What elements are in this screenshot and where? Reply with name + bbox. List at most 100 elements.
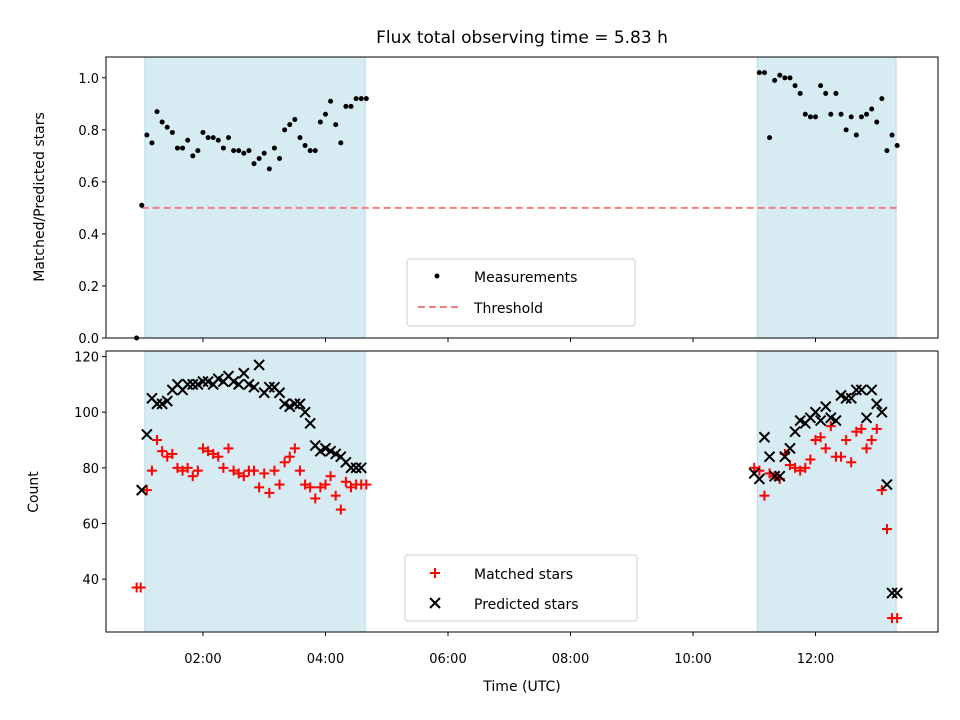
- measurement-point: [277, 155, 283, 161]
- predicted-star-point: [855, 384, 868, 396]
- predicted-star-point: [789, 425, 801, 438]
- matched-star-point: [228, 465, 239, 476]
- measurement-point: [241, 150, 247, 156]
- predicted-star-point: [355, 462, 367, 474]
- measurement-point: [144, 132, 150, 138]
- predicted-star-point: [865, 384, 878, 396]
- measurement-point: [358, 96, 364, 102]
- measurement-point: [190, 153, 196, 159]
- bottom-legend: Matched stars Predicted stars: [404, 554, 638, 622]
- predicted-star-point: [779, 451, 791, 463]
- measurement-point: [205, 135, 211, 141]
- predicted-star-point: [774, 470, 786, 482]
- matched-star-point: [157, 446, 168, 457]
- predicted-star-point: [345, 462, 357, 474]
- legend-predicted-label: Predicted stars: [474, 597, 579, 613]
- predicted-star-point: [181, 378, 194, 391]
- matched-star-point: [815, 432, 826, 443]
- matched-star-point: [264, 487, 275, 498]
- measurement-point: [787, 75, 793, 81]
- measurement-point: [246, 148, 252, 154]
- matched-star-point: [325, 471, 336, 482]
- matched-star-point: [841, 435, 852, 446]
- matched-star-point: [320, 479, 331, 490]
- matched-star-point: [330, 490, 341, 501]
- matched-star-point: [856, 423, 867, 434]
- matched-star-point: [135, 582, 146, 593]
- legend-measurements-marker: [434, 273, 440, 279]
- matched-star-point: [881, 524, 892, 535]
- matched-star-point: [861, 443, 872, 454]
- legend-threshold-label: Threshold: [473, 301, 543, 317]
- predicted-star-point: [263, 381, 276, 393]
- x-tick-label-4: 10:00: [674, 652, 711, 667]
- measurement-point: [180, 145, 186, 151]
- y-tick-label-0: 0.0: [78, 332, 99, 347]
- top-legend-box: [406, 258, 636, 327]
- measurement-point: [195, 148, 201, 154]
- y-tick-label-4: 0.8: [78, 124, 99, 139]
- top-y-axis-label: Matched/Predicted stars: [32, 112, 48, 282]
- top-legend: Measurements Threshold: [406, 258, 636, 327]
- shaded-interval-0: [144, 350, 366, 633]
- measurement-point: [869, 106, 875, 112]
- matched-star-point: [784, 460, 795, 471]
- measurement-point: [261, 150, 267, 156]
- matched-star-point: [259, 468, 270, 479]
- y-tick-label-1: 60: [82, 517, 99, 532]
- matched-star-point: [795, 465, 806, 476]
- matched-star-point: [269, 465, 280, 476]
- matched-star-point: [213, 451, 224, 462]
- matched-star-point: [825, 421, 836, 432]
- matched-star-point: [892, 613, 903, 624]
- measurement-point: [348, 103, 354, 109]
- measurement-point: [159, 119, 165, 125]
- matched-star-point: [249, 465, 260, 476]
- matched-star-point: [284, 451, 295, 462]
- x-axis-label: Time (UTC): [482, 679, 560, 695]
- legend-predicted-marker: [429, 597, 441, 609]
- matched-star-point: [274, 479, 285, 490]
- measurement-point: [328, 98, 334, 104]
- measurement-point: [307, 148, 313, 154]
- measurement-point: [864, 111, 870, 117]
- matched-star-point: [851, 426, 862, 437]
- legend-measurements-label: Measurements: [474, 270, 577, 286]
- y-tick-label-4: 120: [74, 351, 99, 366]
- predicted-star-point: [876, 406, 888, 418]
- matched-star-point: [810, 435, 821, 446]
- matched-star-point: [141, 485, 152, 496]
- measurement-point: [210, 135, 216, 141]
- predicted-star-point: [187, 378, 199, 391]
- measurement-point: [874, 119, 880, 125]
- matched-star-point: [790, 462, 801, 473]
- measurement-point: [154, 109, 160, 115]
- predicted-star-point: [299, 406, 311, 418]
- matched-star-point: [800, 462, 811, 473]
- measurement-point: [823, 90, 829, 96]
- measurement-point: [149, 140, 155, 146]
- measurement-point: [818, 83, 824, 89]
- matched-star-point: [871, 423, 882, 434]
- predicted-star-point: [233, 378, 245, 391]
- measurement-point: [317, 119, 323, 125]
- top-panel: 0.0 0.2 0.4 0.6 0.8 1.0 Matched/Predicted sta…: [32, 56, 939, 347]
- measurement-point: [139, 202, 145, 208]
- matched-star-point: [218, 462, 229, 473]
- measurement-point: [884, 148, 890, 154]
- measurement-point: [226, 135, 232, 141]
- bottom-axes-frame: [105, 350, 939, 633]
- matched-star-point: [187, 471, 198, 482]
- bottom-panel: 40 60 80 100 120 02:00 04:00 06:00 08:00 10:00 12…: [26, 350, 939, 695]
- measurement-point: [802, 111, 808, 117]
- predicted-star-point: [161, 395, 173, 407]
- matched-star-point: [310, 493, 321, 504]
- measurement-point: [271, 145, 277, 151]
- measurement-point: [833, 90, 839, 96]
- top-shaded-intervals: [144, 56, 897, 339]
- matched-star-point: [335, 504, 346, 515]
- predicted-star-point: [151, 398, 163, 410]
- measurement-point: [287, 122, 293, 128]
- matched-star-point: [192, 465, 203, 476]
- measurement-point: [169, 129, 175, 135]
